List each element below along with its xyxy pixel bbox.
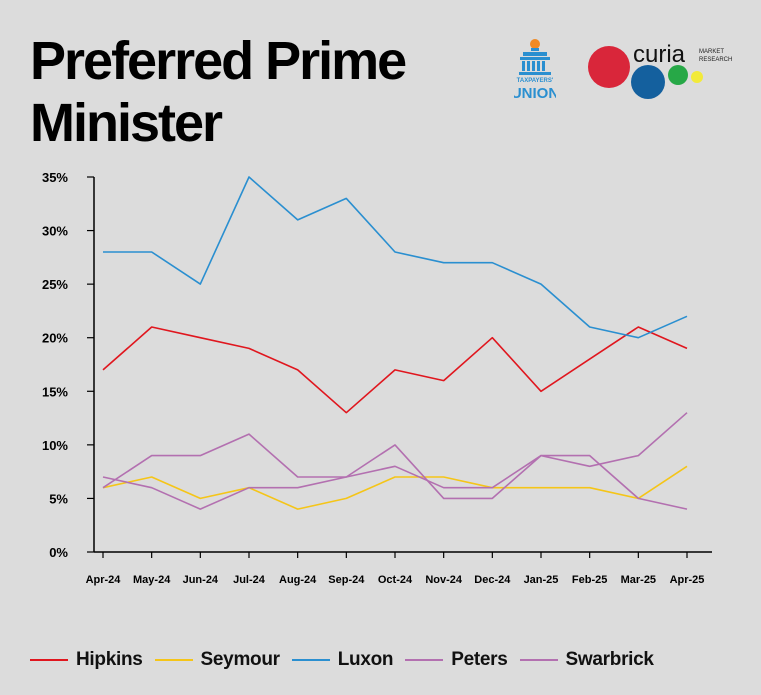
series-line-swarbrick <box>102 412 688 510</box>
legend-swatch <box>154 659 193 661</box>
legend-swatch <box>405 659 444 661</box>
legend-label: Seymour <box>200 649 281 670</box>
x-tick-label: Aug-24 <box>279 574 317 586</box>
legend: Hipkins Seymour Luxon Peters Swarbrick <box>30 646 666 674</box>
legend-swatch <box>291 659 330 661</box>
x-tick-label: Sep-24 <box>328 574 365 586</box>
legend-label: Luxon <box>337 649 394 670</box>
y-tick-label: 30% <box>42 224 68 239</box>
legend-label: Hipkins <box>76 649 143 670</box>
legend-label: Swarbrick <box>565 649 654 670</box>
curia-logo: curia MARKET RESEARCH <box>588 41 732 99</box>
y-tick-label: 25% <box>42 277 68 292</box>
svg-text:TAXPAYERS': TAXPAYERS' <box>517 78 554 84</box>
y-tick-label: 20% <box>42 331 68 346</box>
x-tick-label: Apr-25 <box>670 574 705 586</box>
legend-item-seymour: Seymour <box>154 649 281 671</box>
x-tick-label: Jun-24 <box>183 574 219 586</box>
svg-text:curia: curia <box>633 41 686 68</box>
x-tick-label: Oct-24 <box>378 574 413 586</box>
legend-item-swarbrick: Swarbrick <box>519 649 654 671</box>
svg-text:RESEARCH: RESEARCH <box>699 57 732 63</box>
svg-text:UNION: UNION <box>514 85 556 102</box>
y-tick-label: 15% <box>42 384 68 399</box>
svg-text:MARKET: MARKET <box>699 49 724 55</box>
y-tick-label: 10% <box>42 438 68 453</box>
taxpayers-union-logo: TAXPAYERS' UNION <box>514 39 556 102</box>
legend-item-luxon: Luxon <box>291 649 394 671</box>
legend-item-peters: Peters <box>405 649 508 671</box>
x-tick-label: Jan-25 <box>524 574 559 586</box>
x-tick-label: Mar-25 <box>621 574 656 586</box>
x-tick-label: Feb-25 <box>572 574 607 586</box>
legend-label: Peters <box>451 649 508 670</box>
x-tick-label: Dec-24 <box>474 574 511 586</box>
series-line-luxon <box>103 176 688 339</box>
series-line-hipkins <box>102 326 688 414</box>
y-tick-label: 35% <box>42 170 68 185</box>
y-tick-label: 0% <box>49 545 68 560</box>
series-line-seymour <box>102 465 688 510</box>
legend-swatch <box>519 659 558 661</box>
y-tick-label: 5% <box>49 491 68 506</box>
legend-swatch <box>30 659 68 661</box>
x-tick-label: Jul-24 <box>233 574 266 586</box>
x-tick-label: Nov-24 <box>425 574 463 586</box>
series-line-peters <box>102 433 688 510</box>
x-tick-label: Apr-24 <box>86 574 122 586</box>
x-tick-label: May-24 <box>133 574 171 586</box>
legend-item-hipkins: Hipkins <box>30 649 143 671</box>
chart-title: Preferred Prime Minister <box>30 31 407 153</box>
